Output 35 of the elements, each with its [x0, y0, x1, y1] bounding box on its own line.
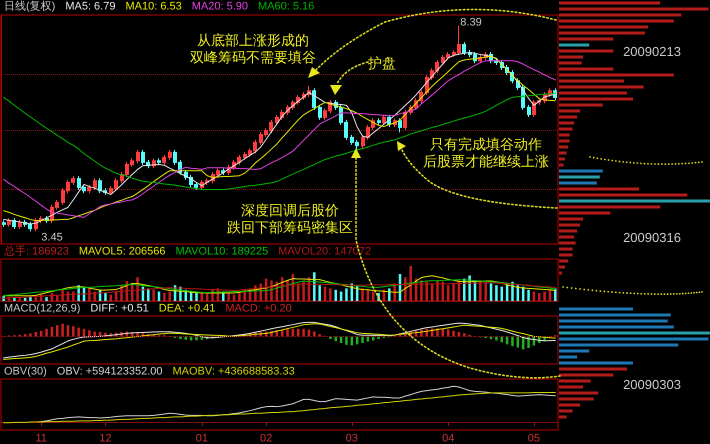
x-tick-label: 05	[528, 432, 540, 444]
annotation: 后股票才能继续上涨	[423, 153, 549, 169]
text: OBV: +594123352.00	[56, 366, 163, 378]
series-label: DIFF: +0.51	[90, 302, 149, 314]
chart-title: 日线(复权)	[4, 0, 56, 12]
text: MAVOL10: 189225	[175, 246, 268, 258]
x-tick-label: 03	[346, 432, 358, 444]
annotation: 3.45	[41, 232, 63, 244]
annotation: 深度回调后股价	[241, 202, 339, 218]
annotation: 跌回下部筹码密集区	[227, 219, 353, 235]
annotation: 从底部上涨形成的	[197, 32, 309, 48]
annotation: 8.39	[460, 16, 482, 28]
annotation: 20090213	[623, 44, 681, 59]
text: 总手: 186923	[3, 244, 69, 258]
annotation: 只有完成填谷动作	[430, 136, 542, 152]
text: MAVOL5: 206566	[78, 246, 166, 258]
x-tick-label: 12	[99, 432, 112, 444]
x-tick-label: 11	[35, 432, 47, 444]
chart-title: OBV(30)	[4, 366, 47, 378]
text: MA10: 6.53	[125, 0, 182, 12]
annotation: 双峰筹码不需要填谷	[190, 49, 316, 65]
annotation: 20090316	[623, 230, 681, 245]
text: MA5: 6.79	[65, 0, 116, 12]
annotation: 20090303	[623, 377, 681, 392]
x-tick-label: 02	[260, 432, 272, 444]
series-label: MACD: +0.20	[225, 302, 292, 314]
x-tick-label: 04	[442, 432, 454, 444]
text: MAVOL20: 147072	[278, 246, 371, 258]
text: MA20: 5.90	[192, 0, 248, 12]
chart-title: MACD(12,26,9)	[4, 302, 80, 314]
series-label: DEA: +0.41	[158, 302, 216, 314]
text: MA60: 5.16	[258, 0, 314, 12]
x-tick-label: 01	[196, 432, 208, 444]
annotation: 护盘	[367, 55, 396, 71]
text: MAOBV: +436688583.33	[172, 366, 295, 378]
